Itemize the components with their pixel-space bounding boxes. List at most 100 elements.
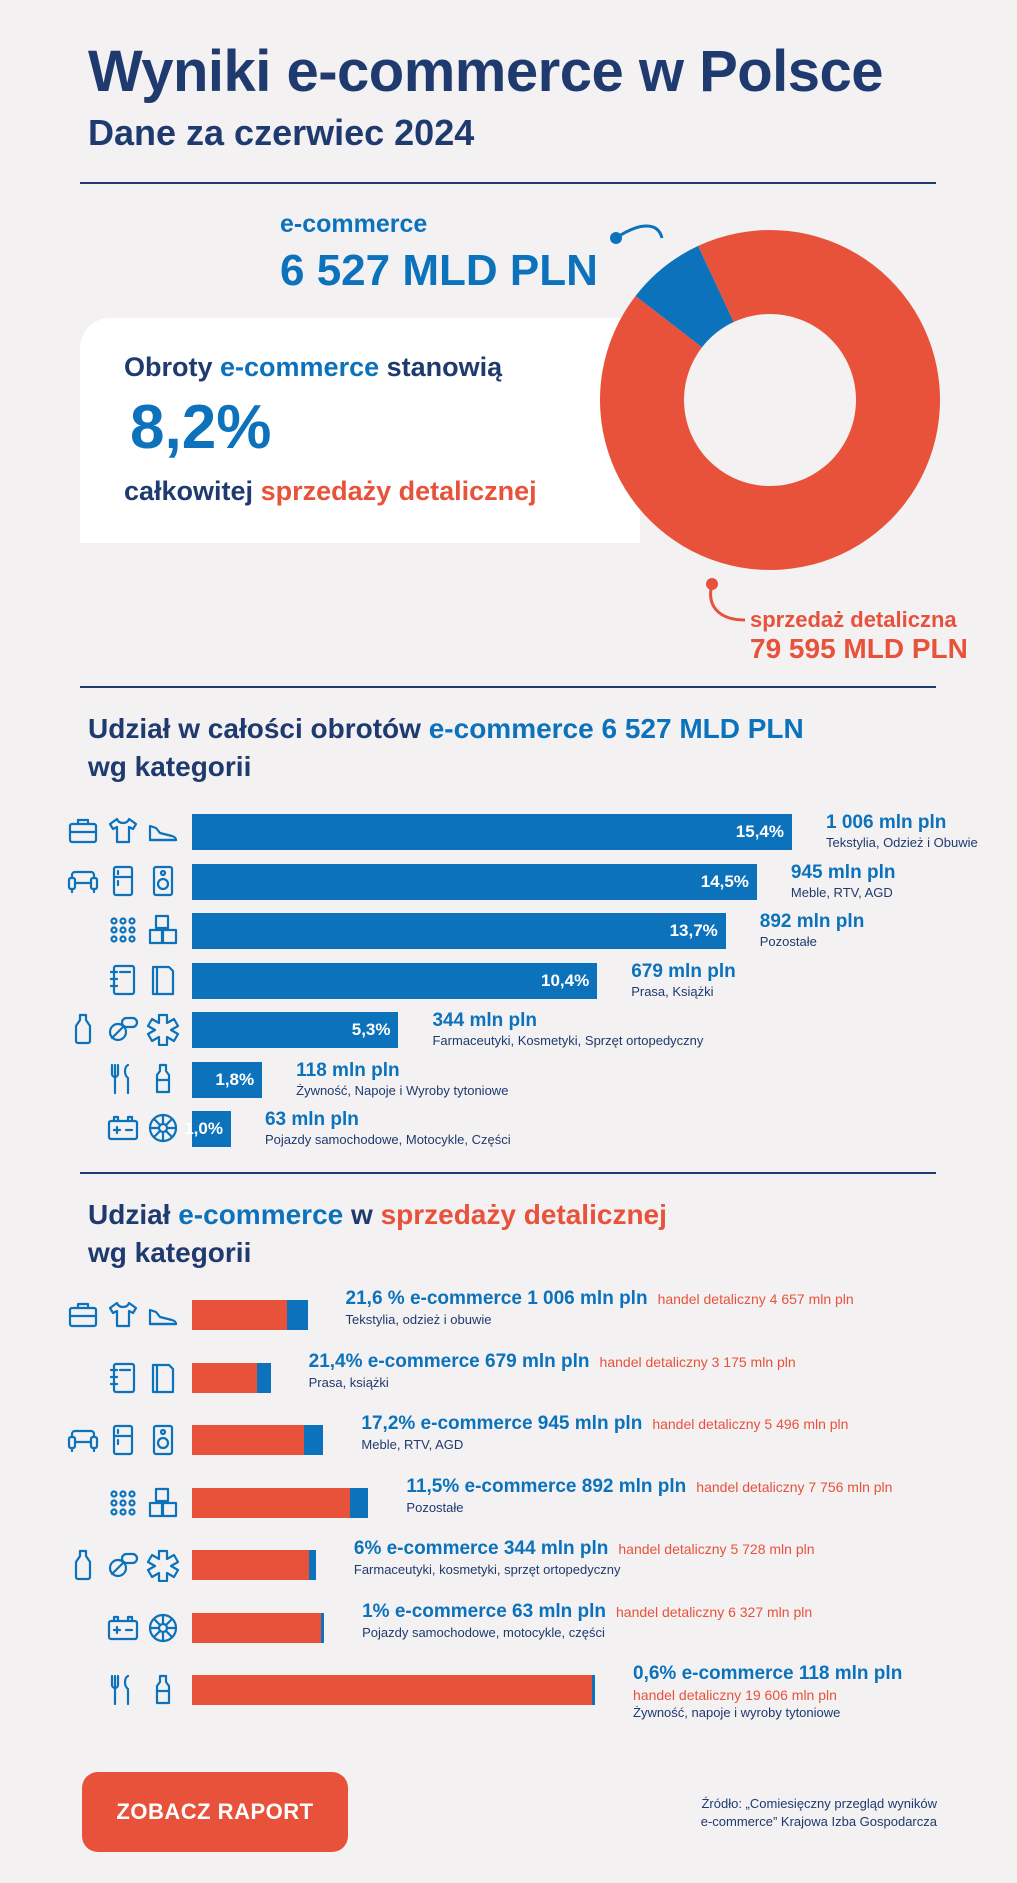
share-bar-label: 13,7% bbox=[669, 921, 718, 940]
share-category: Tekstylia, Odzież i Obuwie bbox=[826, 835, 978, 850]
ecommerce-bar-segment bbox=[287, 1300, 308, 1330]
category-icons bbox=[106, 1111, 180, 1145]
share-bar-label: 5,3% bbox=[351, 1020, 391, 1039]
category-icons bbox=[66, 1548, 180, 1582]
appliance-icon bbox=[152, 865, 174, 896]
retail-category: Prasa, książki bbox=[308, 1374, 389, 1390]
category-icons bbox=[106, 1361, 180, 1395]
battery-icon bbox=[107, 1615, 139, 1640]
category-icons bbox=[66, 1298, 180, 1332]
shoe-icon bbox=[148, 824, 178, 842]
category-icons bbox=[106, 963, 180, 997]
share-bar: 1,8% bbox=[192, 1061, 263, 1098]
battery-icon bbox=[107, 1115, 139, 1141]
category-icons bbox=[106, 1673, 180, 1707]
retail-category: Meble, RTV, AGD bbox=[361, 1437, 464, 1452]
retail-category: Pozostałe bbox=[406, 1499, 464, 1515]
retail-bar-segment bbox=[192, 1612, 322, 1643]
page-subtitle: Dane za czerwiec 2024 bbox=[88, 112, 475, 153]
retail-bar bbox=[192, 1362, 271, 1393]
category-icons bbox=[66, 1012, 180, 1046]
donut-slice-retail bbox=[600, 229, 940, 570]
share-bar: 14,5% bbox=[192, 863, 757, 900]
tshirt-icon bbox=[108, 817, 138, 844]
retail-bar bbox=[192, 1487, 369, 1518]
share-bar-label: 15,4% bbox=[735, 822, 784, 841]
briefcase-icon bbox=[68, 1302, 98, 1328]
retail-bar bbox=[192, 1300, 308, 1330]
section1-title: Udział w całości obrotów e-commerce 6 52… bbox=[88, 713, 804, 782]
ecommerce-bar-segment bbox=[321, 1612, 325, 1643]
abc-blocks-icon bbox=[148, 914, 178, 945]
category-icons bbox=[66, 1423, 180, 1457]
share-category: Farmaceutyki, Kosmetyki, Sprzęt ortopedy… bbox=[432, 1033, 704, 1048]
share-amount: 344 mln pln bbox=[432, 1010, 538, 1031]
share-bar: 15,4% bbox=[192, 814, 792, 850]
ecommerce-share-percent: 8,2% bbox=[130, 393, 272, 462]
retail-bar-segment bbox=[192, 1487, 351, 1518]
divider bbox=[80, 182, 936, 184]
share-bar: 1,0% bbox=[184, 1111, 231, 1147]
retail-bar bbox=[192, 1550, 316, 1580]
retail-bar-segment bbox=[192, 1300, 287, 1330]
pills-icon bbox=[108, 1552, 139, 1578]
wheel-icon bbox=[148, 1613, 178, 1642]
retail-category: Żywność, napoje i wyroby tytoniowe bbox=[633, 1705, 841, 1720]
cutlery-icon bbox=[110, 1063, 130, 1094]
share-bar-label: 10,4% bbox=[540, 970, 590, 990]
retail-leader-line bbox=[709, 583, 746, 622]
retail-bar-segment bbox=[192, 1550, 309, 1580]
share-bar: 5,3% bbox=[192, 1012, 399, 1048]
share-amount: 1 006 mln pln bbox=[826, 812, 947, 833]
drink-icon bbox=[155, 1063, 171, 1093]
notebook-icon bbox=[109, 964, 136, 995]
share-bar: 10,4% bbox=[192, 962, 598, 999]
divider bbox=[80, 1172, 936, 1174]
card-line-3: całkowitej sprzedaży detalicznej bbox=[124, 476, 537, 506]
card-line-1: Obroty e-commerce stanowią bbox=[124, 352, 503, 382]
page-title: Wyniki e-commerce w Polsce bbox=[88, 39, 884, 104]
drink-icon bbox=[155, 1674, 171, 1705]
retail-bar-label: 21,6 % e-commerce 1 006 mln pln handel de… bbox=[345, 1288, 854, 1309]
ecommerce-leader-line bbox=[615, 224, 664, 240]
share-amount: 892 mln pln bbox=[759, 911, 865, 932]
medical-icon bbox=[146, 1013, 180, 1046]
fridge-icon bbox=[112, 865, 134, 896]
wheel-icon bbox=[148, 1113, 178, 1143]
share-amount: 945 mln pln bbox=[790, 861, 896, 883]
ecommerce-bar-segment bbox=[350, 1487, 369, 1518]
retail-label: sprzedaż detaliczna bbox=[750, 607, 957, 632]
retail-amount: handel detaliczny 19 606 mln pln bbox=[633, 1687, 837, 1703]
retail-category: Pojazdy samochodowe, motocykle, części bbox=[362, 1624, 605, 1640]
tshirt-icon bbox=[108, 1301, 138, 1328]
sofa-icon bbox=[67, 1429, 99, 1453]
retail-bar-label: 11,5% e-commerce 892 mln pln handel detal… bbox=[406, 1475, 893, 1497]
retail-bar-label: 0,6% e-commerce 118 mln pln bbox=[633, 1663, 903, 1684]
category-icons bbox=[106, 1486, 180, 1520]
source-note: Źródło: „Comiesięczny przegląd wyników e-… bbox=[700, 1796, 937, 1829]
retail-bar bbox=[192, 1425, 324, 1455]
sofa-icon bbox=[67, 870, 99, 893]
abc-blocks-icon bbox=[148, 1487, 178, 1517]
category-icons bbox=[66, 814, 180, 848]
retail-bar bbox=[192, 1612, 325, 1643]
dots-grid-icon bbox=[110, 917, 136, 943]
share-bar-label: 1,8% bbox=[215, 1069, 255, 1089]
bottle-icon bbox=[74, 1013, 92, 1045]
donut-slice-ecommerce bbox=[635, 245, 734, 348]
shoe-icon bbox=[148, 1308, 178, 1326]
retail-bar-segment bbox=[192, 1675, 592, 1705]
share-bar: 13,7% bbox=[192, 913, 726, 949]
briefcase-icon bbox=[68, 818, 98, 844]
fridge-icon bbox=[112, 1424, 134, 1456]
pills-icon bbox=[108, 1016, 139, 1042]
share-amount: 63 mln pln bbox=[264, 1109, 359, 1130]
category-icons bbox=[106, 1062, 180, 1096]
retail-bar-label: 17,2% e-commerce 945 mln pln handel detal… bbox=[361, 1413, 849, 1434]
see-report-button[interactable]: ZOBACZ RAPORT bbox=[82, 1772, 348, 1852]
medical-icon bbox=[146, 1549, 180, 1582]
retail-bar bbox=[192, 1675, 595, 1705]
ecommerce-bar-segment bbox=[256, 1362, 271, 1393]
ecommerce-label: e-commerce bbox=[280, 210, 428, 238]
ecommerce-value: 6 527 MLD PLN bbox=[280, 246, 598, 295]
